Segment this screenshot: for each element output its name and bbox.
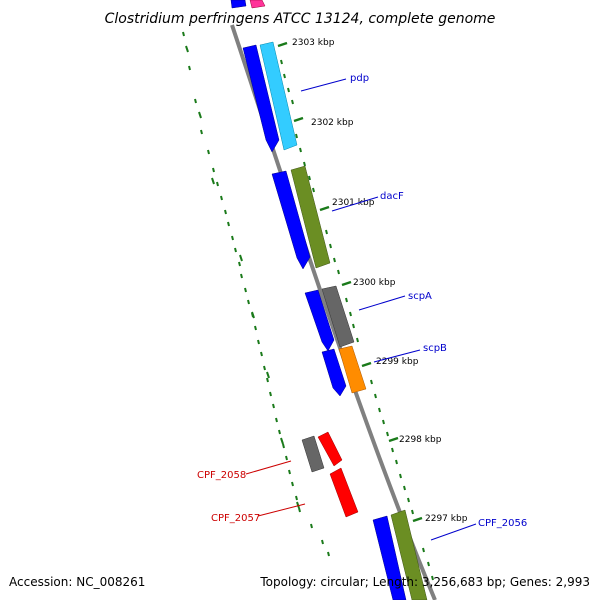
kbp-label-2303: 2303 kbp [292, 38, 335, 48]
gene-feature-cpf2058-gray[interactable] [301, 435, 325, 473]
kbp-label-2299: 2299 kbp [376, 357, 419, 367]
leader-cpf2058 [245, 460, 292, 475]
kbp-label-2302: 2302 kbp [311, 118, 354, 128]
gene-feature-scpA[interactable] [321, 285, 355, 348]
gene-label-dacF[interactable]: dacF [380, 191, 404, 202]
accession-text: Accession: NC_008261 [9, 575, 145, 589]
gene-label-scpB[interactable]: scpB [423, 343, 447, 354]
outer-ruler-dots [280, 59, 434, 581]
gene-feature-cds-4[interactable] [321, 348, 347, 397]
gene-label-pdp[interactable]: pdp [350, 73, 369, 84]
gene-feature-cpf2058[interactable] [317, 431, 343, 467]
kbp-label-2298: 2298 kbp [399, 435, 442, 445]
leader-scpA [358, 295, 406, 311]
genome-summary-text: Topology: circular; Length: 3,256,683 bp… [259, 575, 590, 589]
leader-scpB [373, 349, 421, 363]
gene-feature-top-blue[interactable] [230, 0, 247, 9]
gene-feature-cds-5[interactable] [372, 515, 407, 600]
leader-cpf2056 [430, 523, 477, 541]
gene-feature-cds-1[interactable] [242, 44, 280, 153]
gene-label-cpf2058[interactable]: CPF_2058 [197, 470, 246, 481]
gene-feature-top-magenta[interactable] [249, 0, 266, 9]
gene-feature-cpf2057[interactable] [329, 467, 359, 518]
leader-pdp [300, 78, 347, 92]
inner-ruler-dots [182, 31, 330, 557]
map-title: Clostridium perfringens ATCC 13124, comp… [105, 11, 496, 27]
gene-feature-cds-2[interactable] [271, 170, 311, 270]
gene-feature-dacF[interactable] [290, 165, 331, 269]
leader-cpf2057 [257, 503, 306, 517]
gene-feature-scpB[interactable] [338, 345, 367, 394]
gene-label-cpf2057[interactable]: CPF_2057 [211, 513, 260, 524]
kbp-label-2297: 2297 kbp [425, 514, 468, 524]
kbp-label-2301: 2301 kbp [332, 198, 375, 208]
gene-feature-pdp[interactable] [259, 41, 298, 151]
inner-ruler-major [185, 45, 300, 509]
gene-label-cpf2056[interactable]: CPF_2056 [478, 518, 527, 529]
kbp-label-2300: 2300 kbp [353, 278, 396, 288]
gene-label-scpA[interactable]: scpA [408, 291, 432, 302]
gene-feature-cpf2056[interactable] [390, 509, 428, 600]
gene-label-leaders [245, 78, 477, 541]
leader-dacF [331, 196, 379, 212]
gene-feature-cds-3[interactable] [304, 289, 335, 352]
outer-ruler-major [277, 41, 423, 523]
